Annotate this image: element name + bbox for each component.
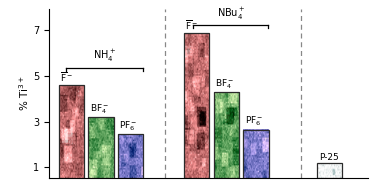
Text: $\rm PF_6^-$: $\rm PF_6^-$ (244, 115, 263, 129)
Text: $\rm PF_6^-$: $\rm PF_6^-$ (119, 119, 138, 133)
Text: $\rm NBu_4^+$: $\rm NBu_4^+$ (217, 6, 246, 22)
Text: $\rm BF_4^-$: $\rm BF_4^-$ (215, 77, 234, 91)
Bar (118, 134, 143, 178)
Text: $\rm BF_4^-$: $\rm BF_4^-$ (90, 102, 109, 116)
Bar (243, 130, 268, 178)
Bar (59, 85, 84, 178)
Text: P-25: P-25 (319, 153, 339, 162)
Y-axis label: % Ti$^{3+}$: % Ti$^{3+}$ (18, 76, 32, 112)
Bar (184, 33, 209, 178)
Bar (88, 117, 114, 178)
Text: $\overline{\rm F}^-$: $\overline{\rm F}^-$ (60, 70, 73, 84)
Bar (214, 92, 239, 178)
Bar (316, 163, 342, 178)
Text: $\rm NH_4^+$: $\rm NH_4^+$ (93, 48, 116, 64)
Text: $\overline{\rm F}^-$: $\overline{\rm F}^-$ (185, 19, 198, 32)
